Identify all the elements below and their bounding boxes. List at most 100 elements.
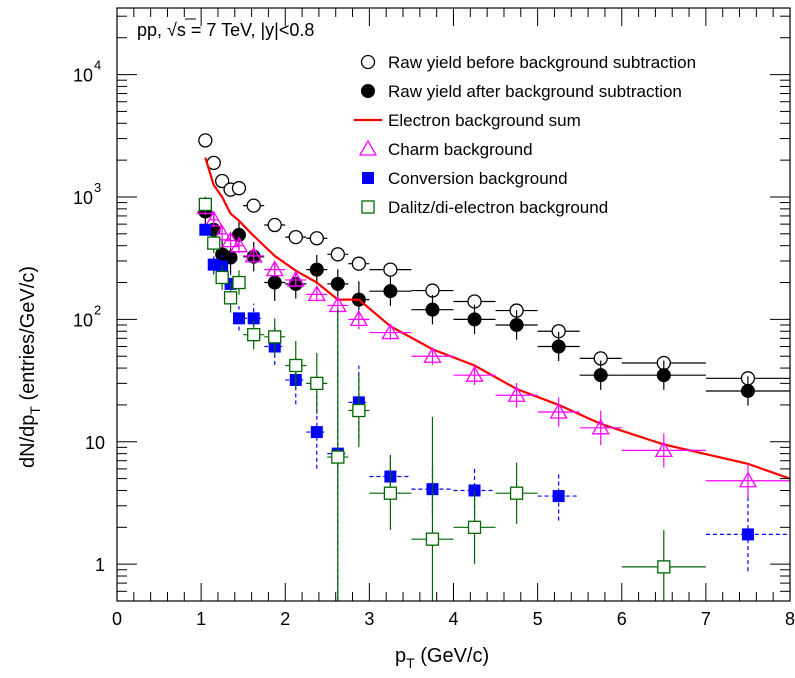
data-point: [247, 328, 261, 342]
annotation-sqrt: √: [167, 20, 177, 40]
legend-label: Charm background: [388, 140, 533, 159]
data-point: [349, 310, 368, 327]
data-point: [740, 383, 755, 398]
x-tick-label: 3: [364, 609, 374, 629]
data-point: [330, 247, 345, 262]
x-tick-label: 8: [785, 609, 795, 629]
legend-swatch: [360, 54, 376, 70]
y-tick-label: 1: [95, 555, 105, 575]
y-tick-label: 10: [73, 66, 93, 86]
data-point: [383, 262, 398, 277]
data-point: [223, 291, 238, 305]
data-point: [309, 262, 324, 277]
y-tick-label: 10: [85, 433, 105, 453]
legend-label: Raw yield after background subtraction: [388, 82, 682, 101]
data-point: [465, 365, 484, 382]
x-axis-label-rest: (GeV/c): [415, 645, 489, 667]
legend-label: Raw yield before background subtraction: [388, 53, 696, 72]
data-point: [425, 302, 440, 317]
data-point: [509, 486, 524, 500]
data-point: [593, 368, 608, 383]
data-point: [267, 217, 282, 233]
legend-label: Conversion background: [388, 169, 568, 188]
series-2: [204, 157, 791, 480]
data-point: [657, 560, 671, 574]
data-point: [232, 312, 245, 325]
data-point: [352, 403, 366, 418]
data-point: [331, 450, 345, 464]
data-point: [310, 426, 323, 439]
x-tick-label: 7: [701, 609, 711, 629]
data-point: [244, 246, 263, 263]
legend-entry-3: Charm background: [358, 139, 533, 159]
x-axis-label: pT (GeV/c): [395, 645, 489, 671]
series-5: [198, 197, 706, 601]
data-point: [591, 418, 610, 435]
data-point: [267, 275, 282, 290]
data-point: [310, 376, 324, 391]
data-point: [215, 173, 230, 189]
chart-annotation: pp, √s = 7 TeV, |y|<0.8: [137, 20, 314, 40]
data-point: [232, 275, 246, 290]
data-point: [289, 358, 303, 373]
data-point: [265, 260, 284, 277]
y-tick-exponent: 4: [94, 58, 101, 73]
data-point: [309, 231, 324, 246]
legend-swatch: [361, 84, 375, 98]
data-point: [247, 312, 260, 325]
data-point: [425, 532, 440, 546]
data-point: [381, 323, 400, 340]
data-point: [215, 270, 229, 285]
data-point: [467, 520, 482, 534]
x-tick-label: 2: [280, 609, 290, 629]
data-point: [468, 484, 481, 497]
legend: Raw yield before background subtraction R…: [354, 53, 696, 217]
data-point: [509, 317, 524, 332]
y-axis-label-rest: (entries/GeV/c): [17, 266, 39, 406]
data-point: [204, 210, 223, 227]
data-point: [383, 284, 398, 299]
legend-swatch: [361, 200, 375, 214]
legend-label: Dalitz/di-electron background: [388, 198, 608, 217]
data-point: [307, 285, 326, 302]
data-point: [549, 402, 568, 419]
data-point: [552, 490, 565, 503]
data-point: [229, 236, 249, 253]
y-tick-exponent: 3: [94, 180, 101, 195]
data-point: [207, 236, 221, 250]
data-point: [268, 330, 282, 344]
data-point: [330, 276, 345, 291]
data-point: [351, 256, 367, 271]
legend-entry-4: Conversion background: [362, 169, 568, 188]
data-point: [198, 197, 212, 212]
x-tick-label: 1: [196, 609, 206, 629]
x-tick-label: 6: [617, 609, 627, 629]
x-axis-label-main: p: [395, 645, 406, 667]
background-sum-line: [204, 157, 791, 480]
data-point: [221, 231, 240, 248]
legend-entry-2: Electron background sum: [354, 111, 581, 130]
data-point: [507, 385, 526, 402]
data-point: [288, 229, 303, 245]
data-point: [246, 198, 261, 213]
data-point: [231, 181, 247, 196]
y-axis-label-main: dN/dp: [17, 415, 39, 468]
y-tick-label: 10: [73, 188, 93, 208]
y-tick-exponent: 2: [94, 302, 101, 317]
legend-entry-5: Dalitz/di-electron background: [361, 198, 608, 217]
data-point: [656, 368, 671, 383]
y-tick-label: 10: [73, 310, 93, 330]
x-axis-label-sub: T: [406, 655, 415, 671]
data-point: [286, 270, 305, 287]
legend-swatch: [358, 139, 378, 156]
annotation-rest: s = 7 TeV, |y|<0.8: [177, 20, 314, 40]
data-point: [199, 223, 212, 236]
data-point: [741, 528, 754, 541]
data-point: [423, 346, 442, 363]
plot-area: [196, 133, 791, 601]
data-point: [383, 486, 398, 500]
y-axis-label-sub: T: [27, 406, 43, 415]
legend-entry-1: Raw yield after background subtraction: [361, 82, 682, 101]
